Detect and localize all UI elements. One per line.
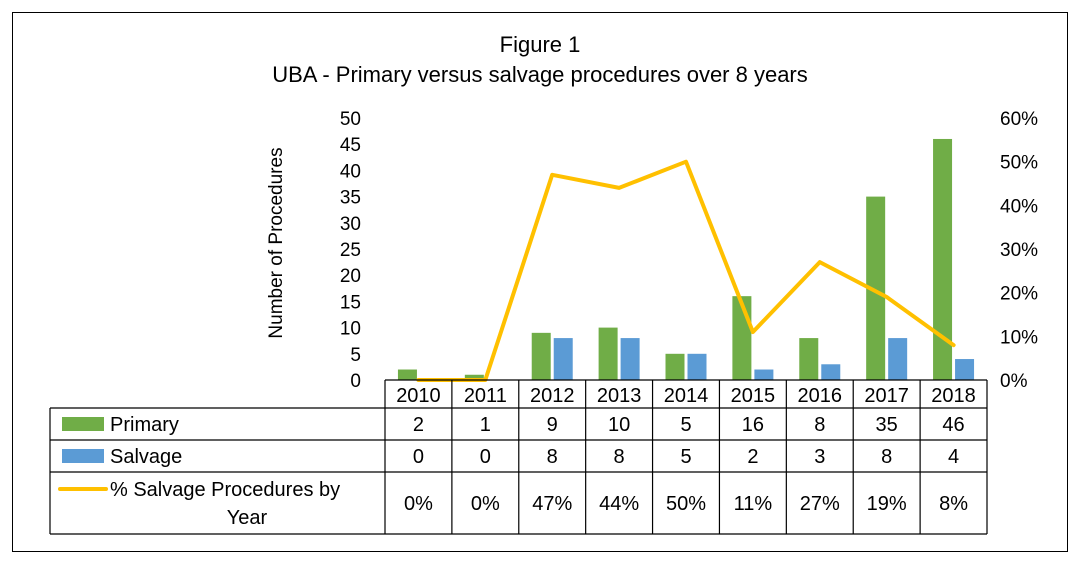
y2-tick-label: 40% xyxy=(1000,196,1038,217)
y2-tick-label: 20% xyxy=(1000,284,1038,305)
table-cell: 8 xyxy=(814,414,825,436)
bar-primary-2018 xyxy=(933,138,953,380)
y-tick-label: 0 xyxy=(350,371,361,392)
x-tick-label: 2017 xyxy=(864,385,909,407)
bar-primary-2012 xyxy=(531,332,551,380)
bar-salvage-2016 xyxy=(821,364,841,380)
bar-salvage-2018 xyxy=(955,359,975,380)
table-cell: 19% xyxy=(867,493,907,515)
bar-primary-2014 xyxy=(665,353,685,380)
table-cell: 0% xyxy=(471,493,500,515)
x-tick-label: 2015 xyxy=(731,385,776,407)
table-cell: 16 xyxy=(742,414,764,436)
table-cell: 8 xyxy=(881,446,892,468)
table-cell: 35 xyxy=(876,414,898,436)
x-tick-label: 2014 xyxy=(664,385,709,407)
bar-salvage-2015 xyxy=(754,369,774,380)
x-tick-label: 2013 xyxy=(597,385,642,407)
table-cell: 0 xyxy=(413,446,424,468)
y2-tick-label: 10% xyxy=(1000,327,1038,348)
bar-primary-2013 xyxy=(598,327,618,380)
bar-primary-2017 xyxy=(866,196,886,380)
table-cell: 2 xyxy=(747,446,758,468)
x-tick-label: 2018 xyxy=(931,385,976,407)
table-cell: 2 xyxy=(413,414,424,436)
table-cell: 10 xyxy=(608,414,630,436)
legend-key-primary xyxy=(62,417,104,431)
table-cell: 0 xyxy=(480,446,491,468)
table-cell: 3 xyxy=(814,446,825,468)
table-cell: 4 xyxy=(948,446,959,468)
y-tick-label: 20 xyxy=(340,266,361,287)
y-tick-label: 50 xyxy=(340,109,361,130)
table-cell: 27% xyxy=(800,493,840,515)
table-cell: 47% xyxy=(532,493,572,515)
legend-key-salvage xyxy=(62,449,104,463)
y-axis-label: Number of Procedures xyxy=(266,147,287,338)
y-tick-label: 10 xyxy=(340,319,361,340)
bar-salvage-2014 xyxy=(687,353,707,380)
bar-primary-2010 xyxy=(397,369,417,380)
table-cell: 46 xyxy=(942,414,964,436)
legend-label-primary: Primary xyxy=(110,414,179,436)
legend-label-salvage-percentage: Year xyxy=(227,507,268,529)
x-tick-label: 2011 xyxy=(464,385,507,407)
table-cell: 5 xyxy=(680,414,691,436)
table-cell: 50% xyxy=(666,493,706,515)
y-tick-label: 25 xyxy=(340,240,361,261)
y-tick-label: 45 xyxy=(340,135,361,156)
y2-tick-label: 0% xyxy=(1000,371,1028,392)
x-tick-label: 2010 xyxy=(396,385,441,407)
line-salvage-percentage xyxy=(416,159,956,382)
legend-label-salvage: Salvage xyxy=(110,446,182,468)
chart-frame xyxy=(12,12,1068,552)
table-cell: 5 xyxy=(680,446,691,468)
table-cell: 9 xyxy=(547,414,558,436)
y2-tick-label: 50% xyxy=(1000,153,1038,174)
y-tick-label: 15 xyxy=(340,292,361,313)
x-tick-label: 2016 xyxy=(798,385,843,407)
bar-primary-2011 xyxy=(464,374,484,380)
y-tick-label: 35 xyxy=(340,188,361,209)
chart-subtitle: UBA - Primary versus salvage procedures … xyxy=(272,62,808,87)
table-cell: 1 xyxy=(480,414,491,436)
y-tick-label: 30 xyxy=(340,214,361,235)
y-tick-label: 5 xyxy=(350,345,361,366)
bar-salvage-2017 xyxy=(888,338,908,380)
y-tick-label: 40 xyxy=(340,161,361,182)
bar-salvage-2012 xyxy=(553,338,573,380)
table-cell: 8 xyxy=(547,446,558,468)
legend-label-salvage-percentage: % Salvage Procedures by xyxy=(110,479,340,501)
table-cell: 8 xyxy=(614,446,625,468)
table-cell: 11% xyxy=(734,493,773,515)
chart-title: Figure 1 xyxy=(500,32,581,57)
table-cell: 44% xyxy=(599,493,639,515)
table-cell: 0% xyxy=(404,493,433,515)
bar-salvage-2013 xyxy=(620,338,640,380)
y2-tick-label: 30% xyxy=(1000,240,1038,261)
table-cell: 8% xyxy=(939,493,968,515)
x-tick-label: 2012 xyxy=(530,385,575,407)
bar-primary-2016 xyxy=(799,338,819,380)
y2-tick-label: 60% xyxy=(1000,109,1038,130)
